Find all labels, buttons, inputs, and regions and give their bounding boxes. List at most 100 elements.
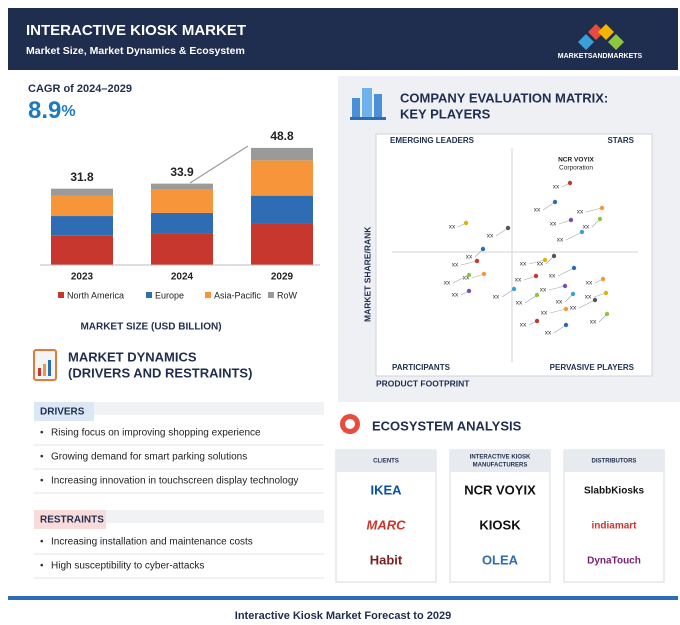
- x-tick-label: 2024: [171, 272, 194, 283]
- matrix-x-axis: PRODUCT FOOTPRINT: [376, 378, 470, 388]
- point-dot: [563, 322, 569, 328]
- total-label: 31.8: [70, 170, 94, 184]
- point-label: xx: [537, 261, 544, 268]
- ecosystem-title: ECOSYSTEM ANALYSIS: [372, 418, 522, 433]
- point-label: xx: [444, 280, 451, 287]
- ecosystem-logo: KIOSK: [479, 517, 521, 532]
- point-dot: [568, 217, 574, 223]
- x-tick-label: 2029: [271, 272, 294, 283]
- point-label: xx: [541, 310, 548, 317]
- point-leader: [460, 260, 478, 266]
- matrix-title: KEY PLAYERS: [400, 106, 491, 121]
- point-dot: [505, 225, 511, 231]
- highlight-label: Corporation: [559, 165, 593, 172]
- point-label: xx: [556, 299, 563, 306]
- point-dot: [542, 257, 548, 263]
- point-label: xx: [590, 319, 597, 326]
- matrix-title: COMPANY EVALUATION MATRIX:: [400, 90, 608, 105]
- point-dot: [603, 290, 609, 296]
- point-dot: [604, 311, 610, 317]
- point-label: xx: [545, 330, 552, 337]
- point-dot: [570, 291, 576, 297]
- ecosystem-logo: indiamart: [591, 521, 637, 532]
- point-dot: [511, 286, 517, 292]
- legend-swatch: [58, 292, 64, 298]
- list-item: Increasing installation and maintenance …: [51, 537, 253, 548]
- point-leader: [452, 274, 470, 284]
- growth-arrow: [189, 145, 249, 184]
- cagr-label: CAGR of 2024–2029: [28, 83, 132, 95]
- point-label: xx: [553, 184, 560, 191]
- point-leader: [524, 294, 538, 304]
- point-dot: [579, 229, 585, 235]
- point-label: xx: [463, 275, 470, 282]
- restraints-band: [34, 510, 324, 523]
- bullet: •: [40, 428, 44, 439]
- quadrant-label: PERVASIVE PLAYERS: [550, 363, 635, 372]
- point-dot: [567, 180, 573, 186]
- matrix-icon: [350, 88, 386, 120]
- drivers-tab: [34, 402, 94, 421]
- point-leader: [542, 201, 556, 211]
- point-dot: [551, 253, 557, 259]
- point-dot: [571, 265, 577, 271]
- point-leader: [501, 288, 515, 298]
- total-label: 33.9: [170, 165, 194, 179]
- drivers-heading: DRIVERS: [40, 407, 85, 418]
- legend-label: North America: [67, 290, 124, 300]
- point-leader: [557, 267, 575, 277]
- ecosystem-logo: Habit: [370, 552, 403, 567]
- bar-segment: [51, 195, 113, 217]
- bar-segment: [51, 188, 113, 196]
- point-label: xx: [520, 322, 527, 329]
- ecosystem-icon: [340, 414, 360, 434]
- bar-segment: [151, 189, 213, 213]
- point-label: xx: [549, 273, 556, 280]
- point-label: xx: [534, 207, 541, 214]
- cagr-number: 8.9: [28, 97, 61, 124]
- point-leader: [548, 285, 566, 291]
- point-dot: [592, 297, 598, 303]
- point-label: xx: [487, 233, 494, 240]
- list-item: High susceptibility to cyber-attacks: [51, 561, 204, 572]
- ecosystem-logo: DynaTouch: [587, 556, 641, 567]
- legend-label: Europe: [155, 290, 184, 300]
- point-dot: [481, 271, 487, 277]
- bullet: •: [40, 561, 44, 572]
- point-dot: [480, 246, 486, 252]
- x-tick-label: 2023: [71, 272, 94, 283]
- point-dot: [474, 258, 480, 264]
- bar-segment: [251, 160, 313, 196]
- ecosystem-heading: DISTRIBUTORS: [592, 459, 637, 465]
- point-label: xx: [515, 277, 522, 284]
- matrix-box: [375, 133, 653, 377]
- ecosystem-heading-band: [450, 450, 550, 472]
- point-label: xx: [585, 294, 592, 301]
- bar-segment: [51, 235, 113, 265]
- point-label: xx: [452, 262, 459, 269]
- point-label: xx: [586, 280, 593, 287]
- point-label: xx: [452, 292, 459, 299]
- bar-segment: [151, 183, 213, 190]
- ecosystem-logo: IKEA: [370, 482, 402, 497]
- quadrant-label: PARTICIPANTS: [392, 363, 451, 372]
- legend-swatch: [146, 292, 152, 298]
- chart-xlabel: MARKET SIZE (USD BILLION): [80, 322, 221, 333]
- ecosystem-heading: INTERACTIVE KIOSK: [470, 455, 531, 461]
- point-label: xx: [550, 221, 557, 228]
- point-dot: [466, 272, 472, 278]
- point-leader: [565, 231, 583, 241]
- point-dot: [533, 273, 539, 279]
- dynamics-icon: [33, 349, 57, 381]
- point-dot: [563, 306, 569, 312]
- header-title: INTERACTIVE KIOSK MARKET: [26, 22, 246, 39]
- point-label: xx: [557, 237, 564, 244]
- point-dot: [534, 318, 540, 324]
- ecosystem-logo: SlabbKiosks: [584, 486, 644, 497]
- bar-segment: [251, 195, 313, 224]
- list-item: Rising focus on improving shopping exper…: [51, 428, 261, 439]
- point-label: xx: [570, 305, 577, 312]
- point-label: xx: [583, 224, 590, 231]
